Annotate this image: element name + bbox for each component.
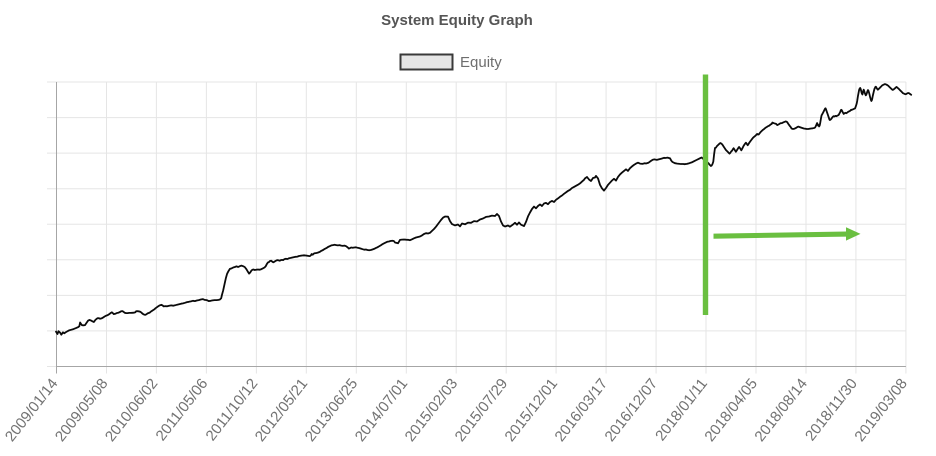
svg-text:System Equity Graph: System Equity Graph — [381, 12, 533, 29]
svg-text:Equity: Equity — [460, 54, 502, 71]
